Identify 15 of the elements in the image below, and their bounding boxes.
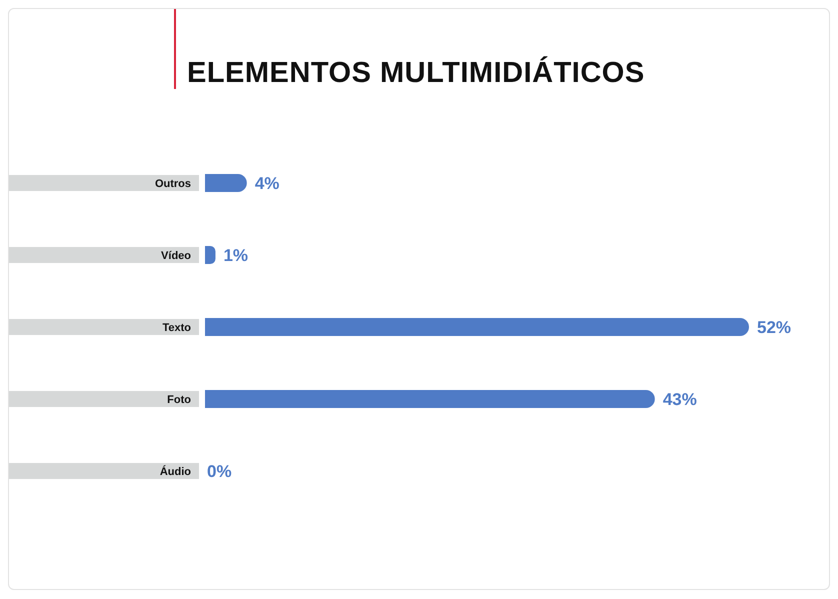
bar	[205, 318, 749, 336]
chart-title: ELEMENTOS MULTIMIDIÁTICOS	[187, 57, 645, 90]
bar	[205, 390, 655, 408]
y-tick-label: Outros	[154, 178, 191, 190]
data-label: 4%	[254, 174, 280, 193]
data-label: 43%	[662, 390, 697, 409]
y-tick-label: Áudio	[160, 465, 192, 478]
data-label: 0%	[207, 462, 232, 481]
y-tick-label: Vídeo	[161, 250, 192, 262]
data-label: 1%	[223, 246, 248, 265]
y-tick-label: Texto	[162, 322, 192, 334]
bar	[205, 174, 247, 192]
bar	[205, 246, 216, 264]
data-label: 52%	[757, 318, 792, 337]
y-tick-label: Foto	[167, 394, 192, 406]
